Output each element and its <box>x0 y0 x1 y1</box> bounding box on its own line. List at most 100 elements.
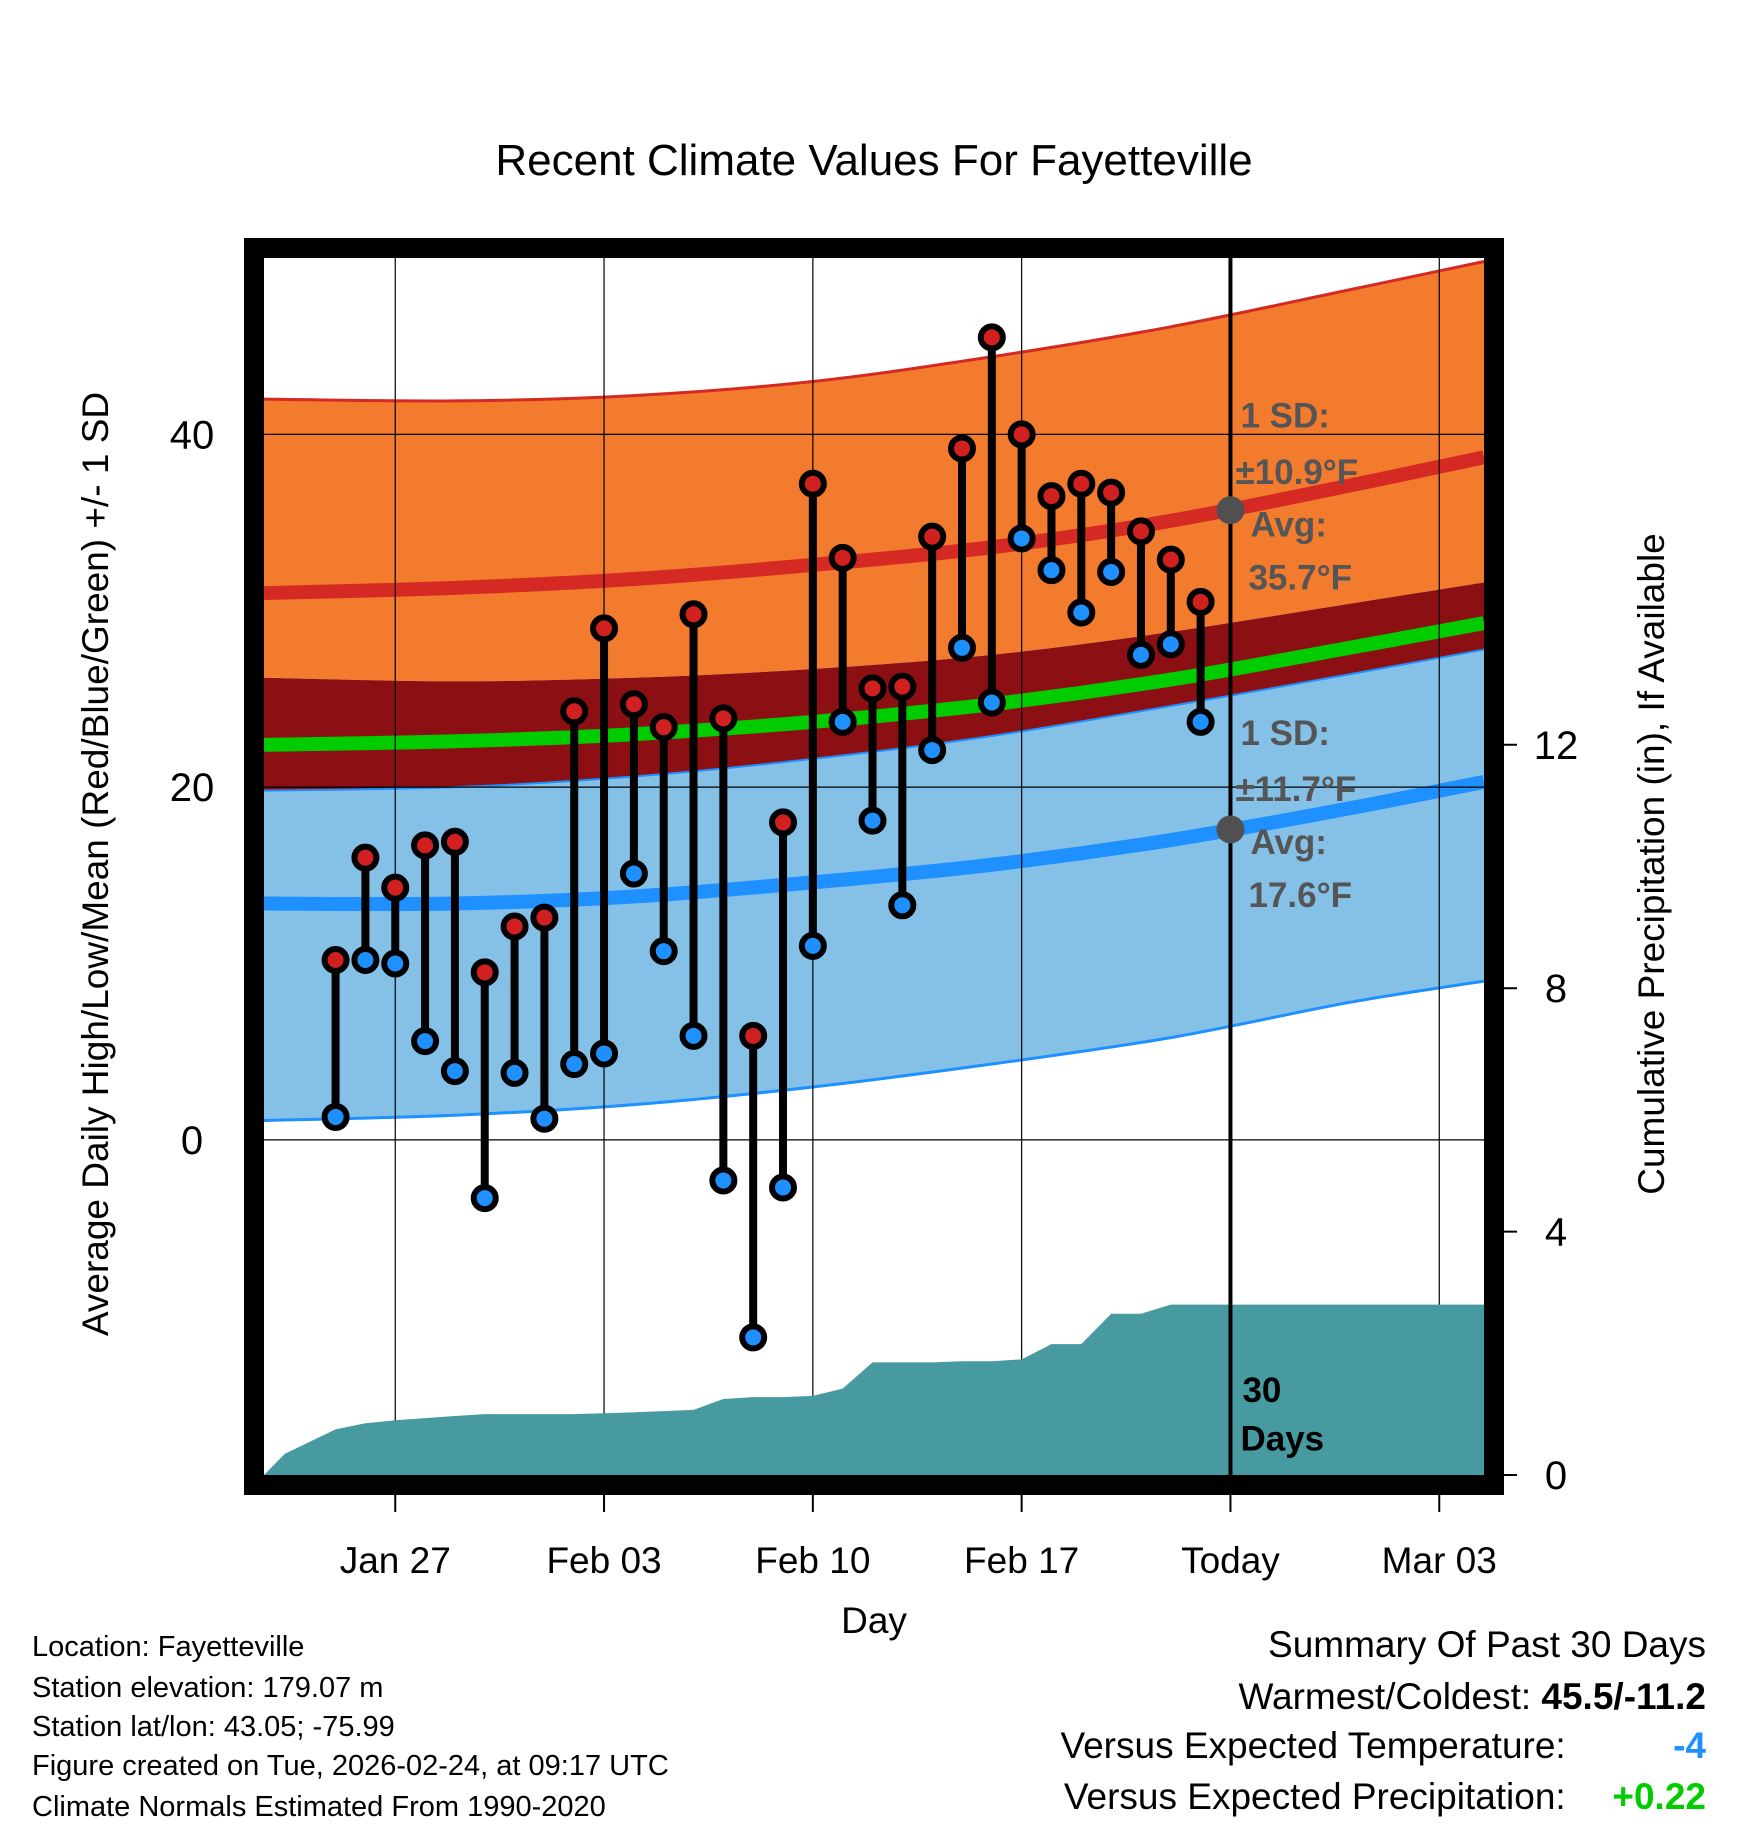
low-point <box>679 1021 708 1050</box>
high-point <box>858 674 887 703</box>
low-lower-line <box>263 979 1485 1122</box>
low-avg-value: 17.6°F <box>1248 876 1352 915</box>
high-avg-today-dot <box>1216 496 1245 525</box>
high-point <box>560 697 589 726</box>
high-point <box>381 873 410 902</box>
low-point <box>888 891 917 920</box>
low-point <box>977 688 1006 717</box>
x-axis-label: Day <box>841 1600 907 1641</box>
high-point <box>709 704 738 733</box>
summary-warmest-value: 45.5/-11.2 <box>1541 1676 1706 1717</box>
high-point <box>470 958 499 987</box>
x-tick-label: Feb 17 <box>964 1540 1079 1581</box>
period-label-number: 30 <box>1242 1371 1281 1410</box>
low-point <box>1186 707 1215 736</box>
high-point <box>1067 469 1096 498</box>
low-point <box>769 1173 798 1202</box>
summary-title: Summary Of Past 30 Days <box>1268 1624 1706 1665</box>
low-avg-today-dot <box>1216 815 1245 844</box>
y2-tick-label: 12 <box>1534 724 1579 768</box>
high-point <box>679 600 708 629</box>
high-sd-value: ±10.9°F <box>1235 453 1358 492</box>
low-point <box>321 1102 350 1131</box>
low-point <box>1007 524 1036 553</box>
x-tick-label: Feb 03 <box>546 1540 661 1581</box>
high-avg-line <box>263 450 1486 601</box>
high-point <box>1126 517 1155 546</box>
low-point <box>530 1104 559 1133</box>
summary-precip-label: Versus Expected Precipitation: <box>1063 1776 1566 1817</box>
precipitation-layer <box>264 1304 1484 1475</box>
station-location: Location: Fayetteville <box>32 1631 305 1663</box>
high-point <box>1037 482 1066 511</box>
daily-marks <box>321 323 1215 1352</box>
low-sd-value: ±11.7°F <box>1235 770 1356 809</box>
low-point <box>590 1039 619 1068</box>
high-point <box>500 912 529 941</box>
y-axis-label: Average Daily High/Low/Mean (Red/Blue/Gr… <box>75 392 116 1336</box>
low-point <box>619 859 648 888</box>
low-point <box>858 806 887 835</box>
high-avg-value: 35.7°F <box>1248 559 1352 598</box>
high-upper-line <box>263 260 1485 403</box>
low-point <box>560 1050 589 1079</box>
low-avg-line <box>263 774 1486 912</box>
high-point <box>1186 587 1215 616</box>
high-point <box>1156 545 1185 574</box>
chart-title: Recent Climate Values For Fayetteville <box>495 136 1252 185</box>
high-point <box>619 690 648 719</box>
high-point <box>769 808 798 837</box>
y2-tick-label: 0 <box>1545 1454 1567 1498</box>
precip-area <box>264 1304 1484 1475</box>
low-point <box>351 945 380 974</box>
high-sd-label: 1 SD: <box>1240 396 1329 435</box>
low-point <box>1067 598 1096 627</box>
y2-tick-label: 4 <box>1545 1211 1567 1255</box>
y-tick-label: 0 <box>181 1119 203 1163</box>
annotations: 1 SD: ±10.9°F Avg: 35.7°F 1 SD: ±11.7°F Avg: 17… <box>1216 396 1358 1459</box>
low-point <box>739 1323 768 1352</box>
low-point <box>411 1027 440 1056</box>
high-point <box>530 903 559 932</box>
summary-warmest-label: Warmest/Coldest: <box>1238 1676 1532 1717</box>
high-point <box>798 469 827 498</box>
summary-precip-value: +0.22 <box>1612 1776 1706 1817</box>
low-point <box>828 707 857 736</box>
low-point <box>500 1058 529 1087</box>
summary-temp-label: Versus Expected Temperature: <box>1060 1725 1566 1766</box>
high-point <box>1097 478 1126 507</box>
low-point <box>649 937 678 966</box>
mean-avg-line <box>263 616 1486 752</box>
y2-tick-label: 8 <box>1545 967 1567 1011</box>
x-tick-label: Mar 03 <box>1382 1540 1497 1581</box>
y-tick-label: 20 <box>170 766 215 810</box>
high-point <box>590 614 619 643</box>
low-point <box>798 931 827 960</box>
high-avg-label: Avg: <box>1250 506 1326 545</box>
low-avg-label: Avg: <box>1250 823 1326 862</box>
y-tick-label: 40 <box>170 413 215 457</box>
low-point <box>470 1184 499 1213</box>
high-point <box>977 323 1006 352</box>
summary-temp-value: -4 <box>1673 1725 1706 1766</box>
low-point <box>1097 557 1126 586</box>
low-point <box>709 1166 738 1195</box>
high-point <box>1007 420 1036 449</box>
x-tick-label: Today <box>1181 1540 1280 1581</box>
low-point <box>918 736 947 765</box>
y2-axis-label: Cumulative Precipitation (in), If Availa… <box>1631 533 1672 1195</box>
high-point <box>947 434 976 463</box>
high-point <box>411 831 440 860</box>
high-point <box>351 843 380 872</box>
low-point <box>947 633 976 662</box>
low-sd-band <box>264 649 1484 1121</box>
station-elevation: Station elevation: 179.07 m <box>32 1672 384 1704</box>
low-upper-line <box>263 648 1485 792</box>
station-latlon: Station lat/lon: 43.05; -75.99 <box>32 1711 395 1743</box>
low-point <box>440 1057 469 1086</box>
high-point <box>649 713 678 742</box>
low-point <box>1156 630 1185 659</box>
high-point <box>828 543 857 572</box>
summary-warmest-row: Warmest/Coldest: 45.5/-11.2 <box>1238 1678 1706 1715</box>
